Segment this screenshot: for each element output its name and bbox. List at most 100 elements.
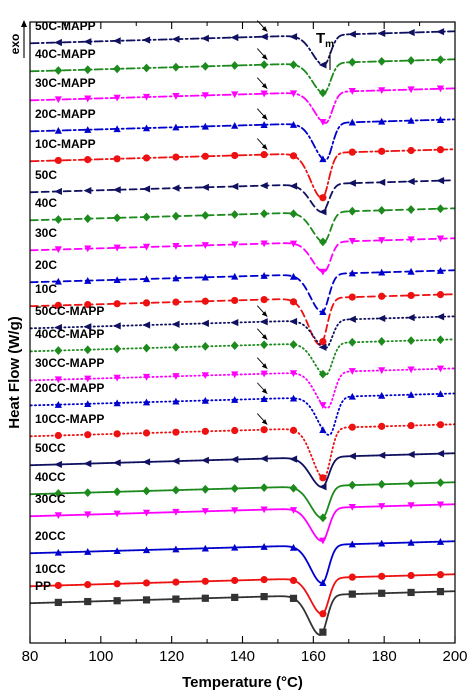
data-point xyxy=(289,483,298,493)
data-point xyxy=(406,177,415,186)
series-label: 10CC xyxy=(35,562,66,576)
series-50c xyxy=(29,177,455,216)
data-point xyxy=(260,60,269,70)
data-point xyxy=(54,187,62,196)
data-point xyxy=(378,589,386,597)
data-point xyxy=(407,56,416,65)
data-point xyxy=(171,485,180,495)
data-point xyxy=(289,90,298,98)
data-point xyxy=(201,396,209,404)
data-point xyxy=(319,402,327,409)
data-point xyxy=(378,391,386,399)
data-point xyxy=(348,392,356,400)
data-point xyxy=(231,543,239,551)
data-point xyxy=(201,61,210,71)
data-point xyxy=(348,179,356,187)
series-line xyxy=(29,452,455,488)
data-point xyxy=(407,479,416,488)
data-point xyxy=(54,489,63,498)
data-point xyxy=(54,126,62,134)
x-axis-label: Temperature (°C) xyxy=(182,674,303,691)
data-point xyxy=(83,65,92,75)
x-tick-label: 100 xyxy=(88,648,113,665)
onset-arrow-head xyxy=(261,144,268,150)
data-point xyxy=(436,28,445,36)
data-point xyxy=(377,56,386,66)
data-point xyxy=(407,336,416,345)
data-point xyxy=(54,38,62,47)
data-point xyxy=(113,510,121,518)
series-line xyxy=(29,315,455,349)
series-line xyxy=(29,590,455,636)
x-tick-label: 80 xyxy=(22,648,39,665)
onset-arrow-head xyxy=(261,83,268,89)
data-point xyxy=(54,66,63,75)
data-point xyxy=(112,37,121,45)
data-point xyxy=(260,209,269,219)
series-50cc-mapp xyxy=(29,305,455,351)
data-point xyxy=(436,291,445,299)
x-tick-label: 140 xyxy=(230,648,255,665)
data-point xyxy=(378,292,386,300)
data-point xyxy=(378,539,386,547)
data-point xyxy=(83,345,92,355)
data-point xyxy=(142,275,151,283)
series-20cc xyxy=(29,538,455,586)
data-point xyxy=(436,390,445,398)
data-point xyxy=(377,29,386,37)
series-pp xyxy=(29,588,455,636)
data-point xyxy=(407,366,415,374)
data-point xyxy=(319,579,327,586)
data-point xyxy=(83,323,92,331)
data-point xyxy=(142,343,151,353)
data-point xyxy=(113,155,121,163)
data-point xyxy=(172,595,180,603)
data-point xyxy=(113,244,121,252)
data-point xyxy=(436,335,445,345)
data-point xyxy=(289,298,298,306)
data-point xyxy=(83,38,92,46)
data-point xyxy=(436,478,445,488)
data-point xyxy=(319,338,327,346)
data-point xyxy=(142,63,151,73)
data-point xyxy=(230,33,239,42)
series-10c xyxy=(29,291,455,346)
data-point xyxy=(260,543,268,550)
series-20c-mapp xyxy=(29,108,455,163)
data-point xyxy=(84,597,92,606)
data-point xyxy=(436,450,445,458)
exo-arrow-head xyxy=(21,20,27,27)
data-point xyxy=(348,590,356,598)
data-point xyxy=(289,272,298,280)
data-point xyxy=(171,184,180,192)
data-point xyxy=(54,323,62,332)
data-point xyxy=(260,340,269,350)
data-point xyxy=(142,321,151,329)
data-point xyxy=(172,373,180,380)
data-point xyxy=(377,451,386,459)
series-line xyxy=(29,148,455,199)
data-point xyxy=(406,313,415,322)
data-point xyxy=(201,183,209,191)
data-point xyxy=(230,341,239,350)
data-point xyxy=(260,151,268,159)
data-point xyxy=(348,206,357,216)
data-point xyxy=(54,301,62,309)
data-point xyxy=(201,508,209,515)
data-point xyxy=(319,308,327,315)
data-point xyxy=(348,452,356,460)
data-point xyxy=(348,573,356,581)
data-point xyxy=(318,513,327,523)
data-point xyxy=(113,487,122,497)
data-point xyxy=(231,121,239,129)
data-point xyxy=(348,148,356,156)
data-point xyxy=(348,423,356,431)
data-point xyxy=(142,212,151,222)
data-point xyxy=(289,33,298,41)
data-point xyxy=(260,272,268,279)
data-point xyxy=(54,512,62,520)
data-point xyxy=(201,210,210,220)
series-line xyxy=(29,179,455,213)
data-point xyxy=(436,177,445,185)
data-point xyxy=(436,204,445,214)
